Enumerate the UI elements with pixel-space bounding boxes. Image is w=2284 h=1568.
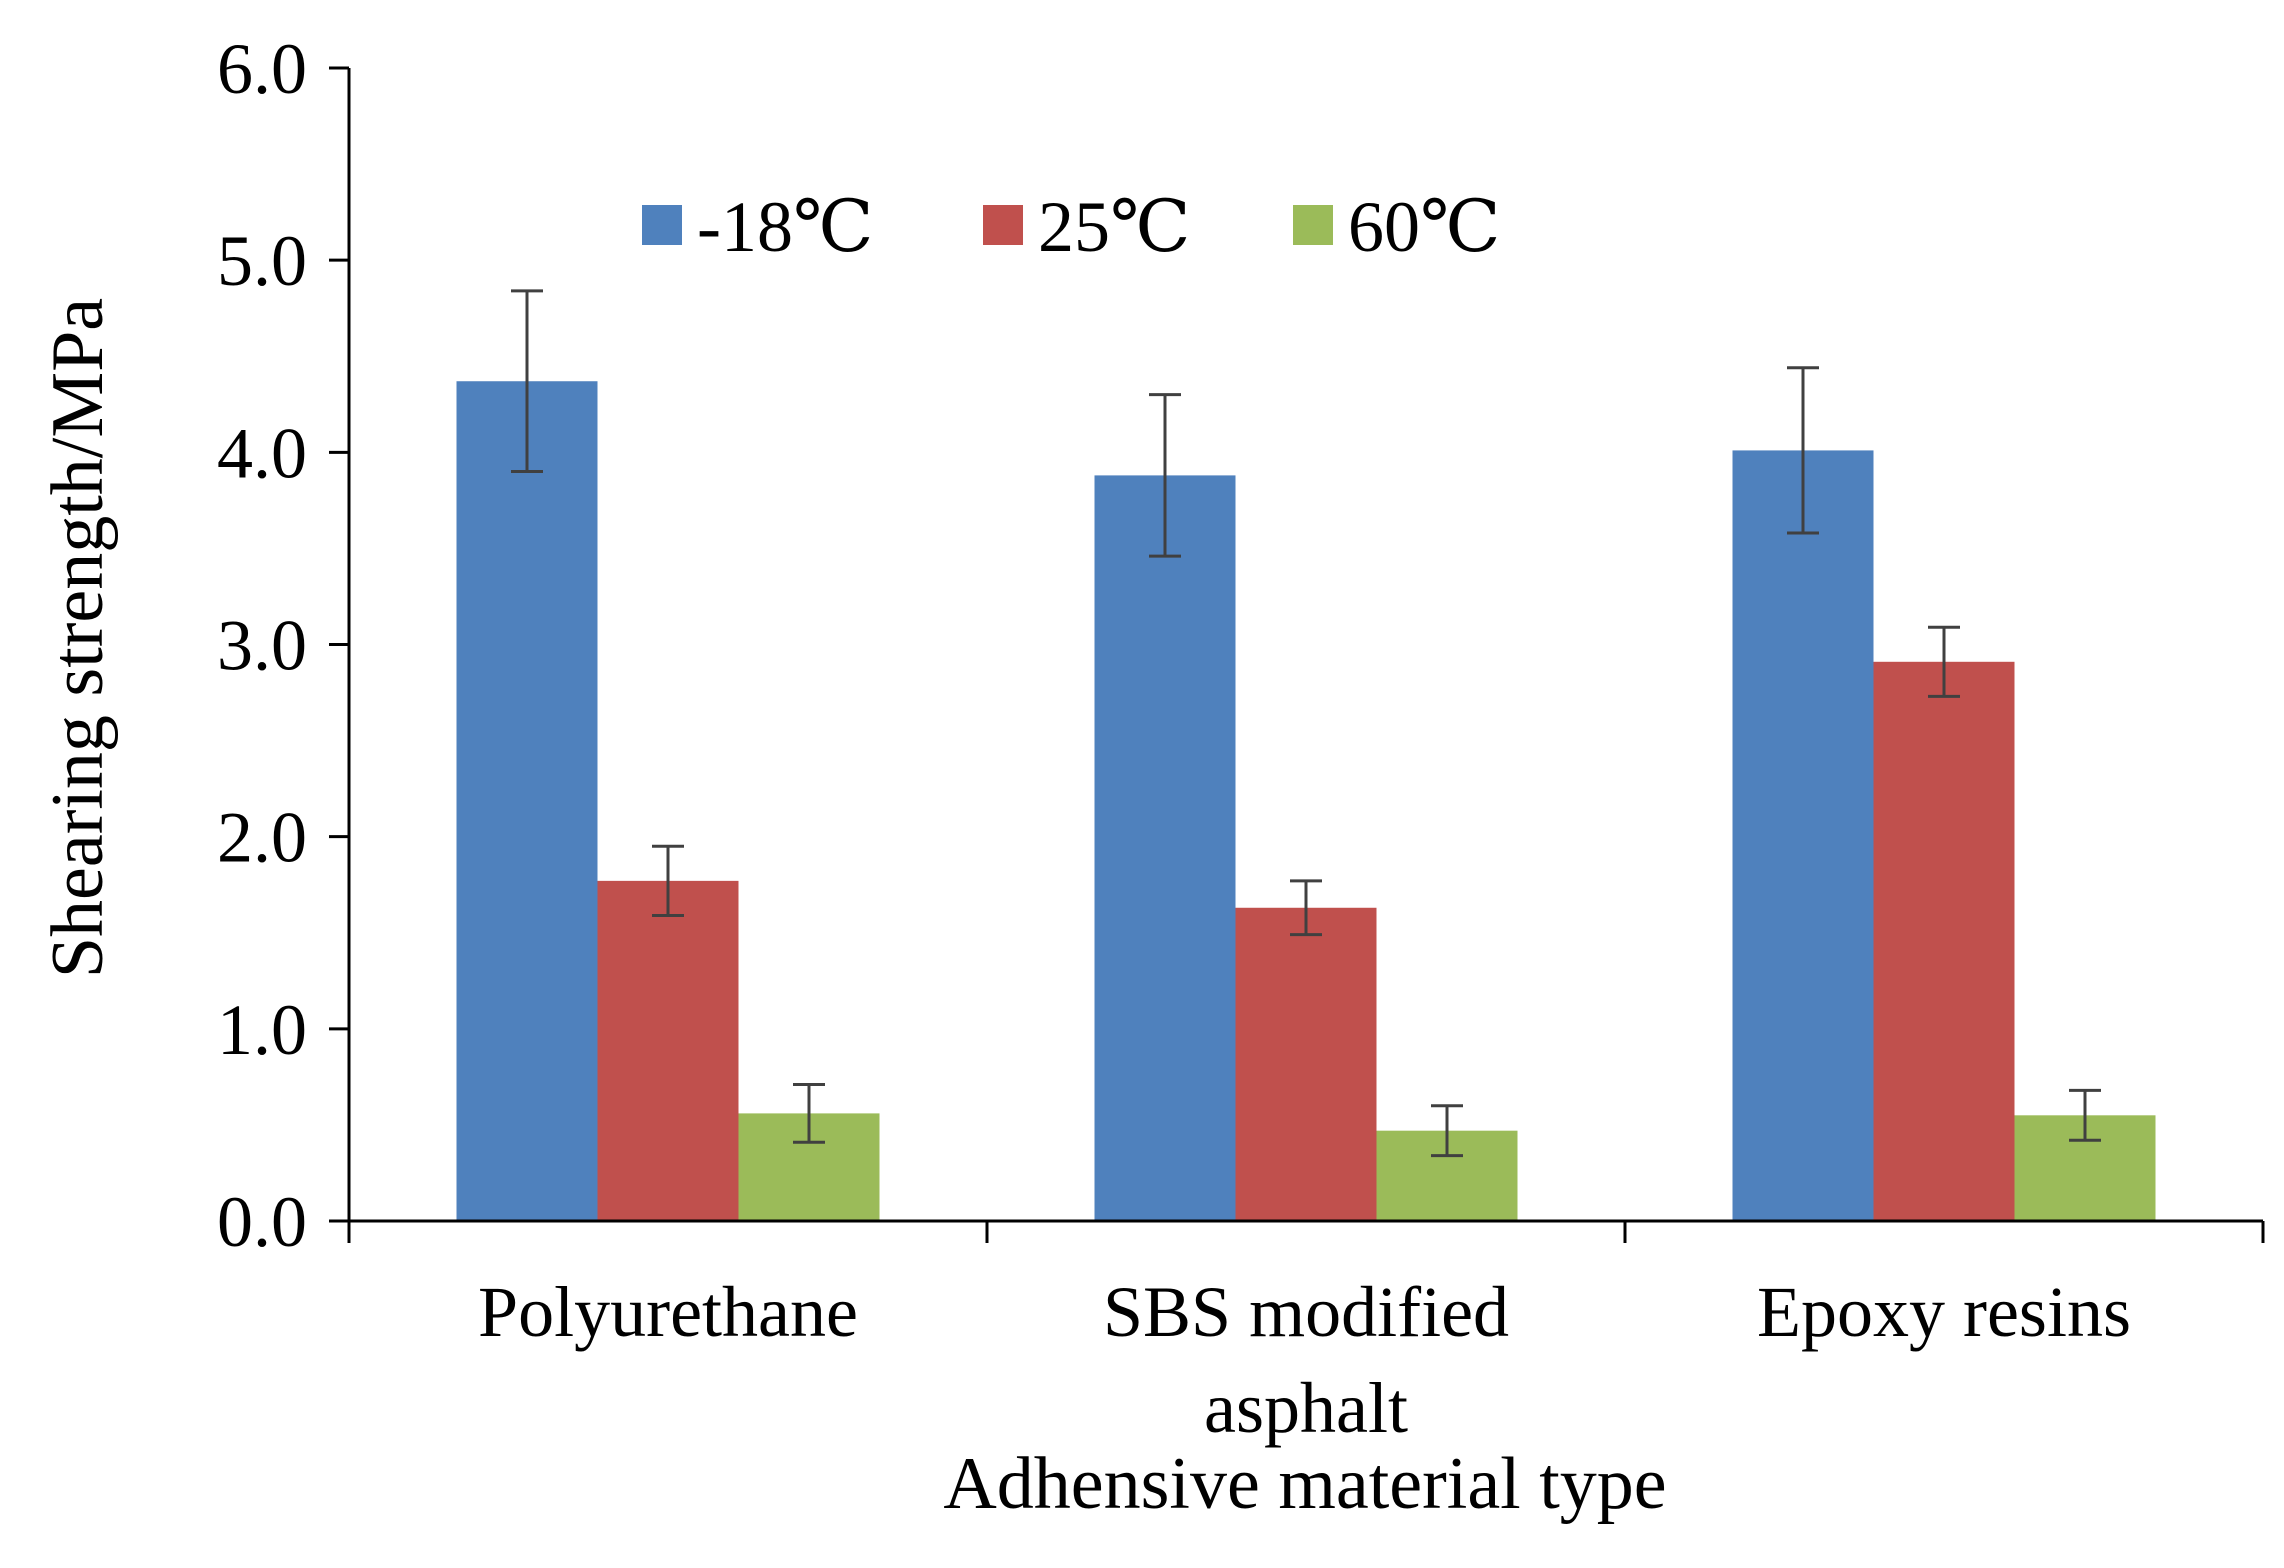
legend-swatch [983, 205, 1023, 245]
y-tick-label: 1.0 [217, 990, 307, 1070]
y-tick-label: 5.0 [217, 221, 307, 301]
bar-2-1 [597, 880, 739, 1221]
y-tick-label: 6.0 [217, 29, 307, 109]
x-axis-title: Adhensive material type [943, 1443, 1666, 1525]
bar-2-2 [1235, 907, 1377, 1221]
x-category-label: SBS modified [1103, 1272, 1509, 1352]
x-category-label: Polyurethane [478, 1272, 858, 1352]
bar-1-1 [456, 381, 598, 1221]
legend-swatch [1293, 205, 1333, 245]
error-bars-group [511, 289, 2101, 1158]
bar-1-3 [1732, 450, 1874, 1222]
legend-label: 60℃ [1348, 187, 1501, 267]
y-tick-label: 0.0 [217, 1182, 307, 1262]
y-axis-title: Shearing strength/MPa [37, 298, 119, 978]
bar-1-2 [1094, 475, 1236, 1222]
x-category-label: asphalt [1204, 1368, 1408, 1448]
x-category-label: Epoxy resins [1757, 1272, 2131, 1352]
y-tick-label: 3.0 [217, 606, 307, 686]
y-tick-label: 4.0 [217, 413, 307, 493]
legend-label: 25℃ [1038, 187, 1191, 267]
legend-swatch [642, 205, 682, 245]
bar-2-3 [1873, 661, 2015, 1221]
y-tick-label: 2.0 [217, 798, 307, 878]
axes-group: 0.0 1.0 2.0 3.0 4.0 5.0 6.0 Polyurethane SBS mod… [217, 29, 2265, 1448]
legend-label: -18℃ [697, 187, 874, 267]
bars-group [456, 381, 2156, 1222]
legend: -18℃ 25℃ 60℃ [642, 187, 1501, 267]
